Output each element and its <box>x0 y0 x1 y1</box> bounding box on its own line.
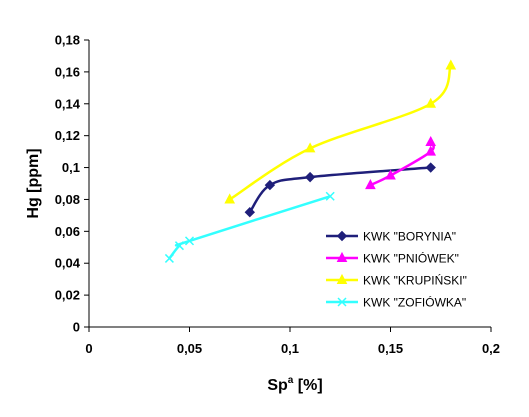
x-axis-title: Spa [%] <box>267 375 322 394</box>
x-axis-title-main: Sp <box>267 377 288 394</box>
data-point <box>264 179 276 191</box>
x-tick-label: 0 <box>85 341 92 356</box>
series-2 <box>224 59 457 204</box>
y-tick-label: 0,16 <box>55 64 80 79</box>
series-1 <box>365 135 437 190</box>
x-tick-label: 0,2 <box>482 341 500 356</box>
legend-marker <box>336 251 348 262</box>
data-point <box>304 171 316 183</box>
data-point <box>174 241 184 251</box>
axes: 0 0,02 0,04 0,06 0,08 0,1 0,12 0,14 0,16 0,18 0 0,0… <box>55 33 500 357</box>
series-line <box>369 141 435 187</box>
series-layer <box>164 59 457 263</box>
data-point <box>224 193 236 204</box>
data-point <box>304 142 316 153</box>
y-axis-title: Hg [ppm] <box>25 148 42 218</box>
y-tick-label: 0,04 <box>55 256 81 271</box>
legend-label: KWK "BORYNIA" <box>363 230 456 244</box>
data-point <box>425 97 437 108</box>
data-point <box>385 169 396 180</box>
legend-item: KWK "BORYNIA" <box>326 230 456 244</box>
legend-marker <box>337 297 347 307</box>
series-line <box>248 166 431 213</box>
x-tick-label: 0,1 <box>281 341 299 356</box>
data-point <box>164 253 174 263</box>
x-axis-title-suffix: [%] <box>293 377 322 394</box>
legend: KWK "BORYNIA" KWK "PNIÓWEK" KWK "KRUPIŃSKI… <box>326 230 467 310</box>
data-point <box>325 191 335 201</box>
y-tick-label: 0,18 <box>55 33 80 48</box>
data-point <box>365 179 376 190</box>
x-axis-title-superscript: a <box>288 375 294 386</box>
data-point <box>425 145 437 156</box>
legend-item: KWK "KRUPIŃSKI" <box>326 273 467 288</box>
data-point <box>184 236 195 246</box>
data-point <box>244 206 256 218</box>
legend-label: KWK "ZOFIÓWKA" <box>363 295 466 310</box>
y-tick-label: 0,06 <box>55 224 80 239</box>
x-tick-label: 0,05 <box>177 341 202 356</box>
data-point <box>445 59 457 70</box>
legend-label: KWK "KRUPIŃSKI" <box>363 273 467 288</box>
series-3 <box>164 191 335 263</box>
y-tick-label: 0,14 <box>55 96 81 111</box>
legend-item: KWK "PNIÓWEK" <box>326 251 459 266</box>
y-tick-label: 0,12 <box>55 128 80 143</box>
series-line <box>168 195 331 260</box>
y-tick-label: 0,1 <box>62 160 80 175</box>
legend-item: KWK "ZOFIÓWKA" <box>326 295 466 310</box>
legend-marker <box>336 230 348 242</box>
series-line <box>229 64 452 201</box>
legend-label: KWK "PNIÓWEK" <box>363 251 459 266</box>
x-tick-label: 0,15 <box>378 341 403 356</box>
legend-marker <box>336 273 348 284</box>
y-tick-label: 0,02 <box>55 288 80 303</box>
series-0 <box>244 162 436 218</box>
y-tick-label: 0,08 <box>55 192 80 207</box>
data-point <box>425 135 437 147</box>
data-point <box>425 162 436 173</box>
y-tick-label: 0 <box>73 320 80 335</box>
